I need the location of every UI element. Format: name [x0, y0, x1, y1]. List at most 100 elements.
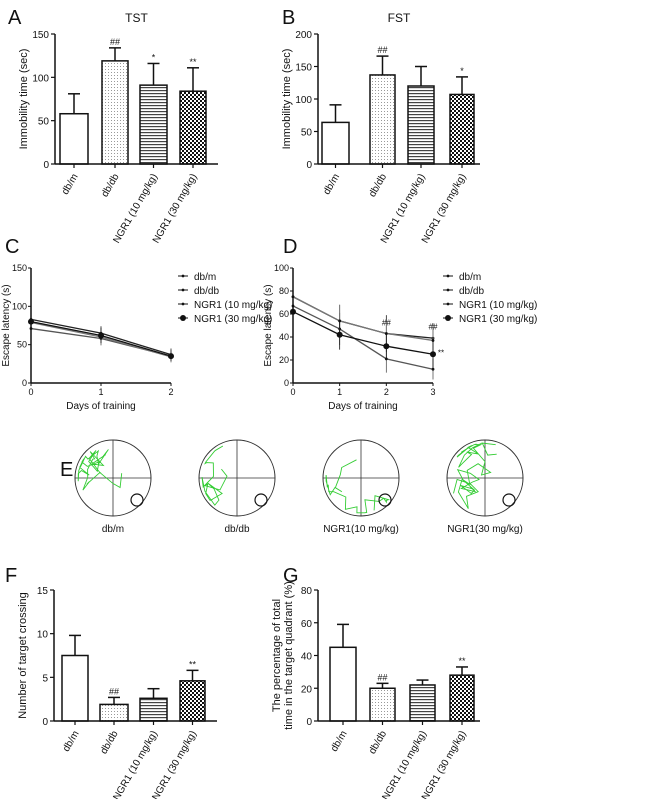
maze-trace	[198, 439, 276, 517]
significance-mark: ##	[377, 45, 387, 55]
y-tick-label: 50	[38, 117, 50, 128]
x-tick-label: NGR1 (30 mg/kg)	[151, 172, 200, 245]
legend-label: db/m	[194, 272, 216, 283]
y-tick-label: 80	[301, 586, 313, 597]
significance-mark: *	[152, 52, 156, 62]
x-tick-label: NGR1 (10 mg/kg)	[111, 172, 160, 245]
chart-title: TST	[125, 11, 148, 25]
x-tick-label: db/db	[100, 172, 122, 200]
legend-label: NGR1 (10 mg/kg)	[459, 300, 537, 311]
legend-marker	[181, 274, 185, 278]
significance-mark: **	[189, 57, 197, 67]
legend-marker	[180, 315, 186, 321]
x-tick-label: NGR1 (30 mg/kg)	[420, 729, 469, 799]
y-axis-label: The percentage of total	[271, 599, 283, 712]
significance-mark: *	[460, 66, 464, 76]
legend-marker	[446, 288, 450, 292]
legend-marker	[445, 315, 451, 321]
data-point	[98, 332, 104, 339]
y-tick-label: 50	[301, 128, 313, 139]
y-axis-label: Escape latency (s)	[1, 284, 12, 366]
maze-trace	[446, 439, 524, 517]
x-tick-label: NGR1 (30 mg/kg)	[420, 172, 469, 245]
x-tick-label: 0	[290, 387, 295, 397]
bar	[369, 74, 396, 165]
y-tick-label: 100	[32, 73, 49, 84]
x-tick-label: db/m	[321, 172, 342, 197]
panel-label: A	[8, 7, 22, 29]
legend-label: NGR1 (10 mg/kg)	[194, 300, 272, 311]
bar	[321, 121, 350, 165]
significance-mark: ##	[429, 323, 438, 332]
x-tick-label: 2	[168, 387, 173, 397]
data-point	[431, 367, 435, 371]
x-tick-label: db/m	[60, 172, 81, 197]
bar	[449, 674, 475, 722]
y-tick-label: 20	[301, 684, 313, 695]
bar	[449, 93, 475, 165]
panel-label: E	[60, 459, 73, 481]
swim-path	[201, 445, 228, 506]
bar	[409, 684, 436, 722]
legend-label: NGR1 (30 mg/kg)	[194, 314, 272, 325]
maze-label: db/m	[102, 524, 124, 535]
panel-d-line-chart: Ddb/m db/db NGR1 (10 mg/kg) NGR1 (30 mg/kg)…	[263, 236, 537, 412]
x-tick-label: db/m	[61, 729, 82, 754]
platform-location	[254, 493, 268, 507]
y-tick-label: 100	[295, 95, 312, 106]
legend-label: db/db	[459, 286, 484, 297]
bar	[61, 654, 89, 722]
y-tick-label: 10	[37, 630, 49, 641]
y-axis-label: Immobility time (sec)	[18, 49, 30, 150]
platform-location	[502, 493, 516, 507]
x-tick-label: db/m	[329, 729, 350, 754]
significance-mark: **	[189, 659, 197, 669]
x-tick-label: 1	[98, 387, 103, 397]
y-tick-label: 60	[301, 619, 313, 630]
series-line	[292, 311, 434, 355]
x-tick-label: NGR1 (30 mg/kg)	[150, 729, 199, 799]
legend-marker	[446, 302, 450, 306]
bar	[59, 112, 89, 165]
legend-label: NGR1 (30 mg/kg)	[459, 314, 537, 325]
significance-mark: ##	[109, 686, 119, 696]
y-axis-label-line2: time in the target quadrant (%)	[283, 581, 295, 730]
x-tick-label: db/db	[367, 172, 389, 200]
legend-marker	[181, 288, 185, 292]
panel-label: B	[282, 7, 295, 29]
swim-path	[325, 459, 390, 514]
panel-a-bar-chart: A TST db/m ## db/db * NGR1 (10 mg/kg) ** NGR1 (3…	[8, 7, 218, 245]
x-tick-label: NGR1 (10 mg/kg)	[380, 729, 429, 799]
y-tick-label: 40	[279, 332, 289, 342]
maze-label: db/db	[224, 524, 249, 535]
y-tick-label: 150	[295, 63, 312, 74]
legend-marker	[446, 274, 450, 278]
legend-label: db/db	[194, 286, 219, 297]
x-tick-label: 2	[384, 387, 389, 397]
chart-title: FST	[388, 11, 411, 25]
y-axis-label: Escape latency (s)	[263, 284, 274, 366]
series-line	[292, 305, 434, 370]
panel-label: D	[283, 236, 297, 258]
significance-mark: ##	[382, 319, 391, 328]
y-axis-label: Number of target crossing	[17, 592, 29, 719]
y-axis-label: Immobility time (sec)	[281, 49, 293, 150]
y-tick-label: 150	[32, 30, 49, 41]
bar	[101, 60, 129, 165]
y-tick-label: 200	[295, 30, 312, 41]
x-tick-label: 0	[28, 387, 33, 397]
maze-label: NGR1(30 mg/kg)	[447, 524, 523, 535]
platform-location	[378, 493, 392, 507]
panel-label: G	[283, 565, 299, 587]
series-line	[292, 296, 434, 339]
swim-path	[77, 449, 123, 491]
y-tick-label: 15	[37, 586, 49, 597]
y-tick-label: 50	[17, 340, 27, 350]
x-tick-label: db/db	[367, 729, 389, 757]
bar	[369, 687, 396, 722]
y-tick-label: 20	[279, 355, 289, 365]
